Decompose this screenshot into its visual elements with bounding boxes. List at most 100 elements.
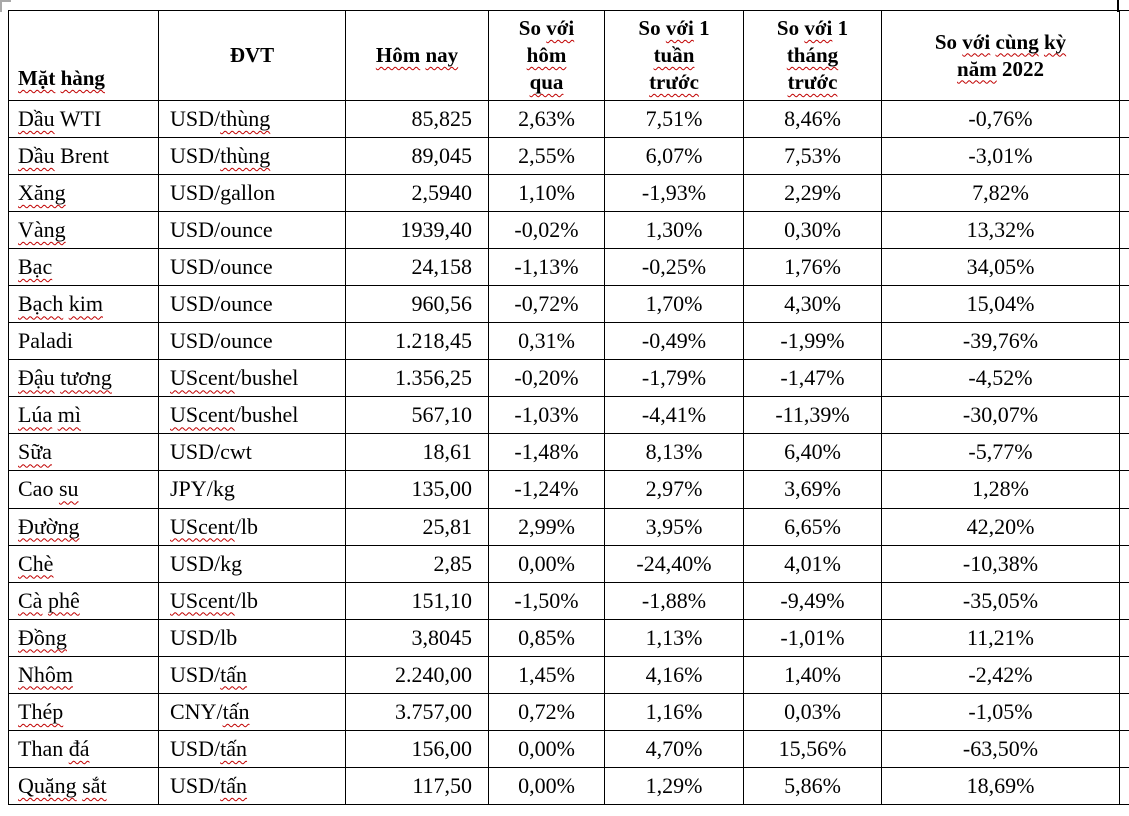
- cell-vs_month: 0,30%: [743, 211, 882, 250]
- cell-name: Chè: [8, 544, 159, 583]
- cell-name: Đường: [8, 507, 159, 546]
- misspelled-word: Xăng: [18, 180, 66, 206]
- cell-vs_month: 15,56%: [743, 729, 882, 768]
- cell-name: Cao su: [8, 470, 159, 509]
- cell-vs_week: 1,13%: [604, 618, 744, 657]
- cell-name: Cà phê: [8, 581, 159, 620]
- cell-vs_week: 2,97%: [604, 470, 744, 509]
- cell-unit: USD/lb: [158, 618, 346, 657]
- misspelled-word: với: [804, 16, 833, 41]
- cell-vs_month: 1,40%: [743, 655, 882, 694]
- cell-unit: USD/ounce: [158, 322, 346, 361]
- cell-name: Thép: [8, 692, 159, 731]
- misspelled-word: với: [962, 29, 991, 54]
- cell-today: 89,045: [345, 137, 489, 176]
- misspelled-word: Sữa: [18, 439, 52, 465]
- cell-unit: USD/kg: [158, 544, 346, 583]
- table-row: Cà phê UScent/lb 151,10 -1,50% -1,88% -9,49% -…: [8, 581, 1129, 620]
- cell-cropped-sliver: [1119, 544, 1129, 583]
- misspelled-word: UScent: [170, 587, 235, 613]
- cell-today: 1.218,45: [345, 322, 489, 361]
- cell-vs_2022: -10,38%: [881, 544, 1120, 583]
- misspelled-word: Mặt: [18, 66, 56, 91]
- cell-cropped-sliver: [1119, 581, 1129, 620]
- misspelled-word: Đậu: [18, 365, 55, 391]
- cell-name: Paladi: [8, 322, 159, 361]
- cell-name: Bạc: [8, 248, 159, 287]
- cell-vs_2022: 34,05%: [881, 248, 1120, 287]
- misspelled-word: hôm: [526, 43, 567, 68]
- table-row: Thép CNY/tấn 3.757,00 0,72% 1,16% 0,03% -1,05%: [8, 692, 1129, 731]
- cell-name: Dầu Brent: [8, 137, 159, 176]
- cell-vs_yesterday: 2,63%: [488, 99, 605, 139]
- cell-name: Bạch kim: [8, 285, 159, 324]
- misspelled-word: UScent: [170, 402, 235, 428]
- cell-vs_yesterday: 0,00%: [488, 766, 605, 806]
- cell-unit: UScent/lb: [158, 507, 346, 546]
- misspelled-word: tấn: [220, 772, 248, 798]
- cell-cropped-sliver: [1119, 396, 1129, 435]
- table-row: Nhôm USD/tấn 2.240,00 1,45% 4,16% 1,40% -2,42%: [8, 655, 1129, 694]
- table-row: Dầu Brent USD/thùng 89,045 2,55% 6,07% 7,53% -…: [8, 137, 1129, 176]
- column-header-extra: [1119, 10, 1129, 101]
- cell-cropped-sliver: [1119, 507, 1129, 546]
- cell-unit: JPY/kg: [158, 470, 346, 509]
- misspelled-word: trước: [787, 69, 838, 94]
- cell-vs_month: 0,03%: [743, 692, 882, 731]
- cell-vs_2022: 42,20%: [881, 507, 1120, 546]
- column-header-name: Mặt hàng: [8, 10, 159, 101]
- cell-vs_month: 5,86%: [743, 766, 882, 806]
- misspelled-word: Đường: [18, 513, 80, 539]
- cell-unit: USD/ounce: [158, 285, 346, 324]
- table-row: Lúa mì UScent/bushel 567,10 -1,03% -4,41% -11…: [8, 396, 1129, 435]
- cell-vs_2022: 18,69%: [881, 766, 1120, 806]
- table-row: Đường UScent/lb 25,81 2,99% 3,95% 6,65% 42,20%: [8, 507, 1129, 546]
- cell-vs_yesterday: 0,00%: [488, 729, 605, 768]
- cell-cropped-sliver: [1119, 211, 1129, 250]
- cell-today: 85,825: [345, 99, 489, 139]
- misspelled-word: Lúa: [18, 402, 53, 428]
- cell-today: 3.757,00: [345, 692, 489, 731]
- cell-vs_yesterday: 2,99%: [488, 507, 605, 546]
- misspelled-word: tuần: [653, 43, 695, 68]
- cell-vs_month: -11,39%: [743, 396, 882, 435]
- cell-unit: CNY/tấn: [158, 692, 346, 731]
- misspelled-word: UScent: [170, 365, 235, 391]
- cell-cropped-sliver: [1119, 618, 1129, 657]
- cell-name: Dầu WTI: [8, 99, 159, 139]
- table-row: Than đá USD/tấn 156,00 0,00% 4,70% 15,56% -63,…: [8, 729, 1129, 768]
- cell-vs_month: 1,76%: [743, 248, 882, 287]
- cell-today: 135,00: [345, 470, 489, 509]
- misspelled-word: tháng: [786, 43, 839, 68]
- cell-vs_week: 6,07%: [604, 137, 744, 176]
- cell-today: 2,5940: [345, 174, 489, 213]
- cell-name: Nhôm: [8, 655, 159, 694]
- misspelled-word: Quặng: [18, 772, 77, 798]
- cell-name: Xăng: [8, 174, 159, 213]
- misspelled-word: phê: [47, 587, 80, 613]
- cell-unit: USD/ounce: [158, 248, 346, 287]
- cell-vs_yesterday: 1,45%: [488, 655, 605, 694]
- cell-vs_month: 4,01%: [743, 544, 882, 583]
- cell-name: Đậu tương: [8, 359, 159, 398]
- table-row: Đồng USD/lb 3,8045 0,85% 1,13% -1,01% 11,21%: [8, 618, 1129, 657]
- cell-vs_2022: -30,07%: [881, 396, 1120, 435]
- cell-today: 3,8045: [345, 618, 489, 657]
- misspelled-word: Vàng: [18, 217, 66, 243]
- misspelled-word: Nhôm: [18, 661, 73, 687]
- cell-today: 151,10: [345, 581, 489, 620]
- misspelled-word: qua: [529, 69, 564, 94]
- misspelled-word: với: [546, 16, 575, 41]
- cell-vs_yesterday: -0,20%: [488, 359, 605, 398]
- misspelled-word: hàng: [60, 66, 105, 91]
- misspelled-word: Bạch: [18, 291, 64, 317]
- misspelled-word: tấn: [220, 661, 248, 687]
- cell-vs_2022: -1,05%: [881, 692, 1120, 731]
- cell-vs_month: 6,65%: [743, 507, 882, 546]
- column-header-unit: ĐVT: [158, 10, 346, 101]
- header-row: Mặt hàng ĐVT Hôm nay So với hôm qua So với 1…: [8, 10, 1129, 101]
- cell-unit: USD/ounce: [158, 211, 346, 250]
- cell-cropped-sliver: [1119, 729, 1129, 768]
- misspelled-word: sắt: [82, 772, 107, 798]
